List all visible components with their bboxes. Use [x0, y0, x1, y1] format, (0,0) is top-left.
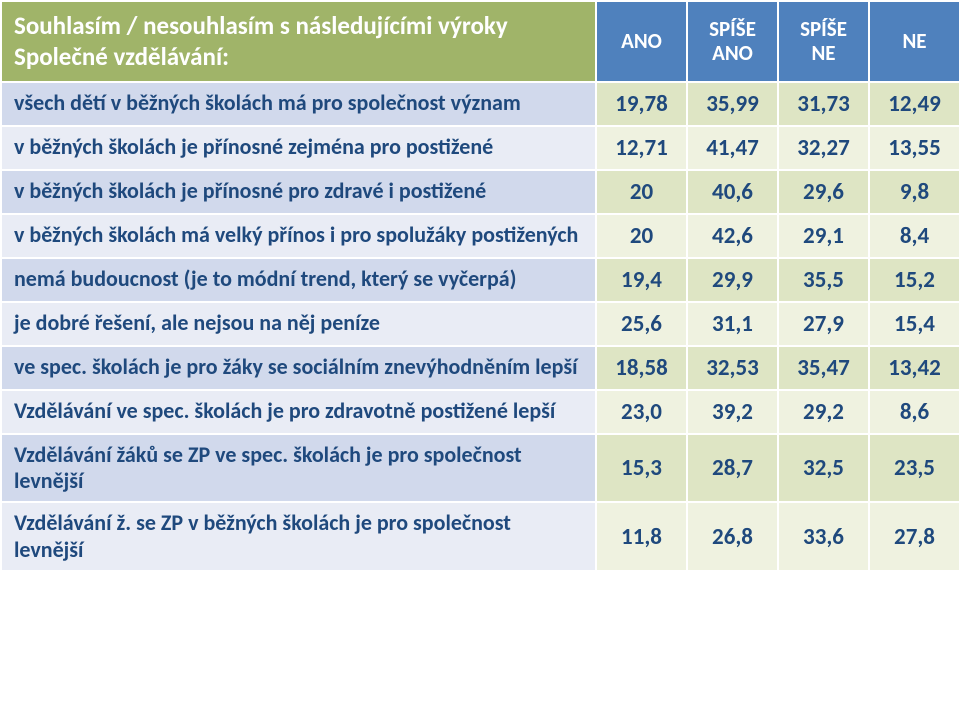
cell: 40,6 [687, 170, 778, 214]
cell: 9,8 [869, 170, 960, 214]
cell: 32,5 [778, 434, 869, 503]
cell: 31,73 [778, 82, 869, 126]
cell: 39,2 [687, 390, 778, 434]
cell: 15,4 [869, 302, 960, 346]
header-row: Souhlasím / nesouhlasím s následujícími … [1, 1, 960, 82]
cell: 8,6 [869, 390, 960, 434]
cell: 27,8 [869, 502, 960, 571]
cell: 18,58 [596, 346, 687, 390]
cell: 26,8 [687, 502, 778, 571]
row-label: všech dětí v běžných školách má pro spol… [1, 82, 596, 126]
cell: 32,53 [687, 346, 778, 390]
cell: 19,4 [596, 258, 687, 302]
table-row: Vzdělávání ve spec. školách je pro zdrav… [1, 390, 960, 434]
cell: 19,78 [596, 82, 687, 126]
table-row: v běžných školách má velký přínos i pro … [1, 214, 960, 258]
row-label: je dobré řešení, ale nejsou na něj peníz… [1, 302, 596, 346]
cell: 28,7 [687, 434, 778, 503]
cell: 41,47 [687, 126, 778, 170]
cell: 20 [596, 170, 687, 214]
cell: 23,5 [869, 434, 960, 503]
table-row: je dobré řešení, ale nejsou na něj peníz… [1, 302, 960, 346]
cell: 15,3 [596, 434, 687, 503]
table-row: všech dětí v běžných školách má pro spol… [1, 82, 960, 126]
col-header-spise-ano: SPÍŠE ANO [687, 1, 778, 82]
row-label: Vzdělávání žáků se ZP ve spec. školách j… [1, 434, 596, 503]
survey-table: Souhlasím / nesouhlasím s následujícími … [0, 0, 960, 572]
cell: 12,49 [869, 82, 960, 126]
table-row: Vzdělávání ž. se ZP v běžných školách je… [1, 502, 960, 571]
title-line-1: Souhlasím / nesouhlasím s následujícími … [14, 10, 508, 41]
cell: 42,6 [687, 214, 778, 258]
row-label: Vzdělávání ž. se ZP v běžných školách je… [1, 502, 596, 571]
cell: 13,55 [869, 126, 960, 170]
row-label: v běžných školách je přínosné pro zdravé… [1, 170, 596, 214]
row-label: v běžných školách je přínosné zejména pr… [1, 126, 596, 170]
cell: 20 [596, 214, 687, 258]
cell: 29,6 [778, 170, 869, 214]
col-header-ne: NE [869, 1, 960, 82]
cell: 29,1 [778, 214, 869, 258]
table-body: všech dětí v běžných školách má pro spol… [1, 82, 960, 572]
cell: 33,6 [778, 502, 869, 571]
cell: 31,1 [687, 302, 778, 346]
cell: 25,6 [596, 302, 687, 346]
cell: 35,47 [778, 346, 869, 390]
row-label: Vzdělávání ve spec. školách je pro zdrav… [1, 390, 596, 434]
row-label: nemá budoucnost (je to módní trend, kter… [1, 258, 596, 302]
cell: 35,99 [687, 82, 778, 126]
cell: 29,2 [778, 390, 869, 434]
col-header-spise-ne: SPÍŠE NE [778, 1, 869, 82]
table-row: v běžných školách je přínosné pro zdravé… [1, 170, 960, 214]
cell: 8,4 [869, 214, 960, 258]
cell: 11,8 [596, 502, 687, 571]
row-label: ve spec. školách je pro žáky se sociální… [1, 346, 596, 390]
cell: 13,42 [869, 346, 960, 390]
table-row: Vzdělávání žáků se ZP ve spec. školách j… [1, 434, 960, 503]
cell: 27,9 [778, 302, 869, 346]
table-row: nemá budoucnost (je to módní trend, kter… [1, 258, 960, 302]
table-row: ve spec. školách je pro žáky se sociální… [1, 346, 960, 390]
cell: 15,2 [869, 258, 960, 302]
table-title: Souhlasím / nesouhlasím s následujícími … [1, 1, 596, 82]
cell: 23,0 [596, 390, 687, 434]
cell: 29,9 [687, 258, 778, 302]
table-row: v běžných školách je přínosné zejména pr… [1, 126, 960, 170]
col-header-ano: ANO [596, 1, 687, 82]
cell: 32,27 [778, 126, 869, 170]
row-label: v běžných školách má velký přínos i pro … [1, 214, 596, 258]
title-line-2: Společné vzdělávání: [14, 41, 229, 72]
cell: 35,5 [778, 258, 869, 302]
cell: 12,71 [596, 126, 687, 170]
